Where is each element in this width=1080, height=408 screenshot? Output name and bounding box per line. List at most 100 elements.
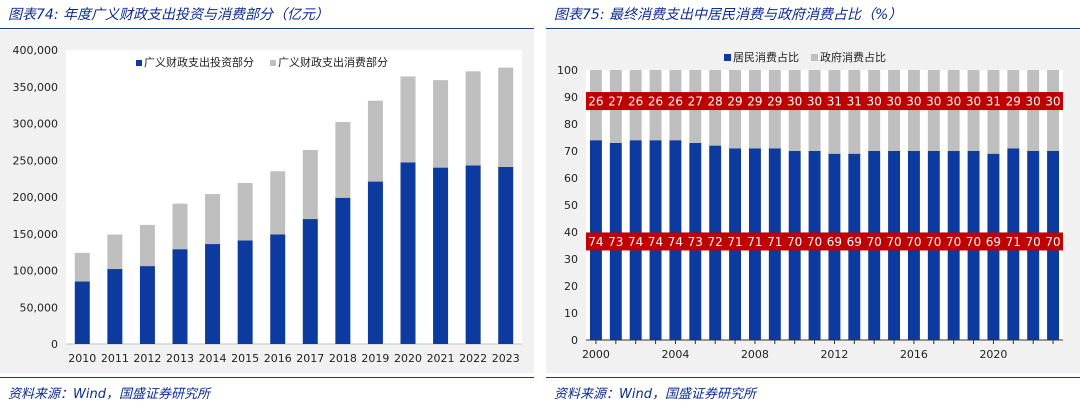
y-tick-label: 150,000 bbox=[13, 228, 59, 241]
bar-segment bbox=[367, 181, 383, 344]
data-label: 30 bbox=[926, 95, 941, 109]
bar-segment bbox=[367, 100, 383, 182]
bar-segment bbox=[947, 70, 960, 151]
data-label: 70 bbox=[906, 235, 921, 249]
y-tick-label: 350,000 bbox=[13, 81, 59, 94]
bar-segment bbox=[205, 244, 221, 344]
y-tick-label: 70 bbox=[564, 145, 578, 158]
fiscal-spending-stacked-bar-chart: 0 50,000 100,000 150,000 200,000 250,000 300,0… bbox=[13, 44, 522, 365]
data-label: 74 bbox=[588, 235, 603, 249]
x-tick-label: 2010 bbox=[68, 352, 96, 365]
bar-segment bbox=[302, 219, 318, 344]
y-tick-label: 250,000 bbox=[13, 154, 59, 167]
data-label: 73 bbox=[688, 235, 703, 249]
data-label: 69 bbox=[986, 235, 1001, 249]
y-tick-label: 0 bbox=[51, 338, 58, 351]
x-tick-label: 2015 bbox=[231, 352, 259, 365]
data-label: 30 bbox=[867, 95, 882, 109]
bar-segment bbox=[139, 266, 155, 344]
x-tick-label: 2017 bbox=[296, 352, 324, 365]
data-label: 72 bbox=[708, 235, 723, 249]
bar-segment bbox=[237, 240, 253, 344]
data-label: 70 bbox=[926, 235, 941, 249]
figure-74-source-rule bbox=[0, 377, 534, 378]
bar-segment bbox=[465, 71, 481, 166]
x-tick-label: 2004 bbox=[661, 348, 689, 361]
data-label: 31 bbox=[847, 95, 862, 109]
data-label: 74 bbox=[648, 235, 663, 249]
x-tick-label: 2000 bbox=[582, 348, 610, 361]
data-label: 31 bbox=[986, 95, 1001, 109]
x-tick-label: 2022 bbox=[459, 352, 487, 365]
data-label: 74 bbox=[668, 235, 683, 249]
x-tick-label: 2021 bbox=[427, 352, 455, 365]
bar-segment bbox=[907, 70, 920, 151]
data-label: 26 bbox=[648, 95, 663, 109]
bar-segment bbox=[400, 76, 416, 163]
data-label: 30 bbox=[1026, 95, 1041, 109]
bar-segment bbox=[335, 197, 351, 344]
data-label-band bbox=[586, 232, 1063, 251]
legend-swatch bbox=[136, 60, 142, 66]
data-label: 71 bbox=[747, 235, 762, 249]
data-label: 74 bbox=[628, 235, 643, 249]
y-tick-label: 40 bbox=[564, 226, 578, 239]
figure-74-title: 图表74: 年度广义财政支出投资与消费部分（亿元） bbox=[8, 7, 329, 23]
x-tick-label: 2020 bbox=[394, 352, 422, 365]
data-label: 70 bbox=[867, 235, 882, 249]
data-label: 28 bbox=[708, 95, 723, 109]
bar-segment bbox=[302, 149, 318, 220]
bar-segment bbox=[400, 162, 416, 344]
bar-segment bbox=[107, 234, 123, 270]
bar-segment bbox=[808, 70, 821, 151]
data-label: 26 bbox=[628, 95, 643, 109]
legend-label: 广义财政支出消费部分 bbox=[278, 55, 388, 69]
bar-segment bbox=[1047, 70, 1060, 151]
data-label: 70 bbox=[787, 235, 802, 249]
x-tick-label: 2020 bbox=[979, 348, 1007, 361]
data-label: 70 bbox=[966, 235, 981, 249]
figure-75-source-rule bbox=[546, 377, 1080, 378]
y-tick-label: 100 bbox=[557, 64, 578, 77]
data-label: 29 bbox=[1006, 95, 1021, 109]
data-label: 26 bbox=[668, 95, 683, 109]
data-label: 30 bbox=[946, 95, 961, 109]
data-label: 70 bbox=[1045, 235, 1060, 249]
bar-segment bbox=[498, 67, 514, 167]
data-label: 30 bbox=[1045, 95, 1060, 109]
data-label: 29 bbox=[747, 95, 762, 109]
bar-segment bbox=[788, 70, 801, 151]
data-label: 71 bbox=[1006, 235, 1021, 249]
data-label: 30 bbox=[886, 95, 901, 109]
legend-swatch bbox=[270, 60, 276, 66]
x-tick-label: 2018 bbox=[329, 352, 357, 365]
x-tick-label: 2016 bbox=[264, 352, 292, 365]
data-label: 26 bbox=[588, 95, 603, 109]
bar-segment bbox=[848, 70, 861, 154]
bar-segment bbox=[967, 70, 980, 151]
figure-75-title: 图表75: 最终消费支出中居民消费与政府消费占比（%） bbox=[554, 7, 903, 23]
data-label: 30 bbox=[807, 95, 822, 109]
data-label: 70 bbox=[1026, 235, 1041, 249]
bar-segment bbox=[139, 224, 155, 267]
x-tick-label: 2016 bbox=[900, 348, 928, 361]
x-tick-label: 2011 bbox=[101, 352, 129, 365]
y-tick-label: 50,000 bbox=[20, 301, 59, 314]
data-label: 70 bbox=[886, 235, 901, 249]
data-label: 71 bbox=[767, 235, 782, 249]
bar-segment bbox=[927, 70, 940, 151]
data-label: 69 bbox=[847, 235, 862, 249]
x-tick-label: 2023 bbox=[492, 352, 520, 365]
legend-label: 政府消费占比 bbox=[820, 50, 886, 64]
bar-segment bbox=[1027, 70, 1040, 151]
bar-segment bbox=[270, 234, 286, 344]
y-tick-label: 90 bbox=[564, 91, 578, 104]
bar-segment bbox=[498, 166, 514, 344]
bar-segment bbox=[172, 249, 188, 344]
bar-segment bbox=[987, 70, 1000, 154]
bar-segment bbox=[868, 70, 881, 151]
legend-swatch bbox=[811, 54, 818, 61]
bar-segment bbox=[433, 167, 449, 344]
y-tick-label: 60 bbox=[564, 172, 578, 185]
legend-swatch bbox=[724, 54, 731, 61]
